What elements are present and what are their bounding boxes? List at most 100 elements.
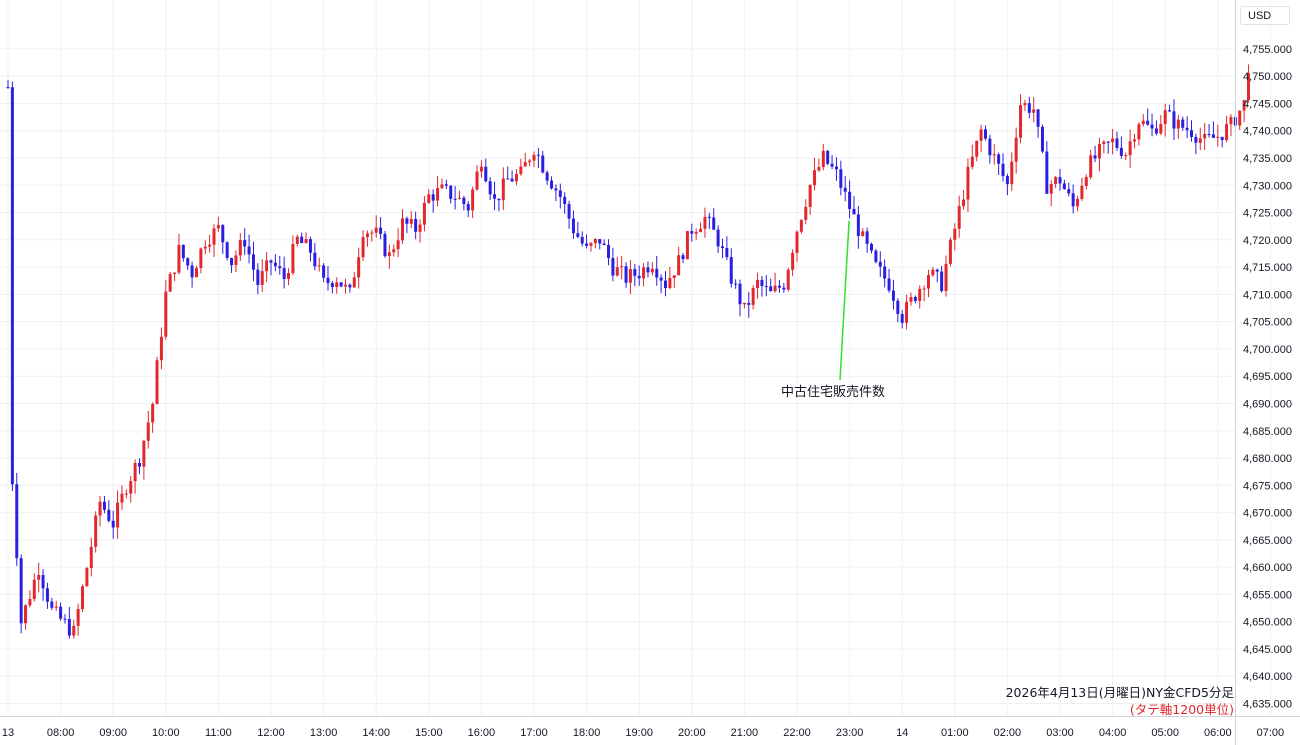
candle-body [409,219,413,224]
candle-body [449,185,453,199]
y-tick-label: 4,635.000 [1243,699,1292,711]
candle-body [729,257,733,284]
x-tick-label: 05:00 [1151,727,1179,739]
candle-body [1220,136,1224,140]
y-tick-label: 4,705.000 [1243,317,1292,329]
candle-body [475,171,479,190]
candle-body [453,198,457,200]
candle-body [431,194,435,201]
candle-body [330,283,334,288]
candle-body [159,336,163,361]
candle-body [1168,110,1172,112]
candles [6,64,1250,639]
candle-body [1093,155,1097,159]
candle-body [624,266,628,283]
candle-body [922,288,926,290]
candle-body [181,244,185,259]
candle-body [957,206,961,229]
candle-body [769,286,773,292]
candle-body [81,586,85,609]
y-tick-label: 4,645.000 [1243,644,1292,656]
candle-body [199,248,203,268]
candle-body [440,184,444,189]
candle-body [773,285,777,292]
candle-body [585,243,589,246]
candle-body [720,246,724,249]
annotation-layer [839,220,850,381]
candle-body [1027,103,1031,113]
candle-body [821,150,825,168]
candle-body [1032,109,1036,113]
candle-body [194,267,198,278]
y-tick-label: 4,685.000 [1243,426,1292,438]
candle-body [1084,177,1088,186]
candle-body [690,231,694,234]
candle-body [1058,177,1062,184]
candle-body [1014,137,1018,162]
candle-body [1159,124,1163,134]
candle-body [633,269,637,276]
candle-body [256,269,260,285]
candle-body [278,266,282,269]
candle-body [1246,73,1250,101]
candle-body [554,188,558,191]
x-tick-label: 12:00 [257,727,285,739]
candle-body [401,218,404,241]
candle-body [514,173,518,182]
candle-body [1119,147,1123,156]
candle-body [887,278,891,291]
candle-body [260,271,264,285]
candle-body [865,231,869,244]
candle-body [436,188,440,201]
candle-body [659,277,663,281]
candle-body [120,493,124,503]
candle-body [28,599,32,606]
x-tick-label: 13:00 [310,727,338,739]
candle-body [326,277,330,284]
candle-body [1036,109,1040,127]
candle-body [668,278,672,289]
candle-body [637,275,641,279]
candle-body [247,246,251,255]
y-tick-label: 4,660.000 [1243,562,1292,574]
candle-body [650,268,654,273]
candle-body [1005,176,1009,185]
y-tick-label: 4,640.000 [1243,671,1292,683]
candle-body [173,272,177,275]
candle-body [1080,185,1084,199]
candle-body [54,606,58,608]
candle-body [164,291,168,337]
candle-body [664,280,667,289]
candle-body [1071,193,1075,207]
candle-body [707,216,711,218]
candle-body [102,501,106,510]
x-tick-label: 04:00 [1099,727,1127,739]
y-tick-label: 4,700.000 [1243,344,1292,356]
candle-body [212,228,216,245]
y-tick-label: 4,715.000 [1243,262,1292,274]
candle-body [357,257,361,278]
candle-body [1150,124,1154,129]
candle-body [59,606,63,619]
candle-body [541,155,545,173]
candle-body [782,287,786,290]
candle-body [571,218,575,234]
currency-badge[interactable]: USD [1240,6,1290,25]
candle-body [852,208,856,215]
candle-body [392,249,396,253]
candle-body [545,172,549,181]
candle-body [655,268,659,278]
candle-body [808,185,812,207]
candle-body [1023,103,1027,106]
candle-body [238,240,242,256]
candle-body [694,231,698,234]
candle-body [243,240,247,247]
candle-body [168,274,172,292]
annotation-leader-line [839,220,850,381]
candle-body [913,297,917,301]
candle-body [905,301,909,323]
y-tick-label: 4,690.000 [1243,398,1292,410]
x-tick-label: 20:00 [678,727,706,739]
candle-body [558,190,562,197]
